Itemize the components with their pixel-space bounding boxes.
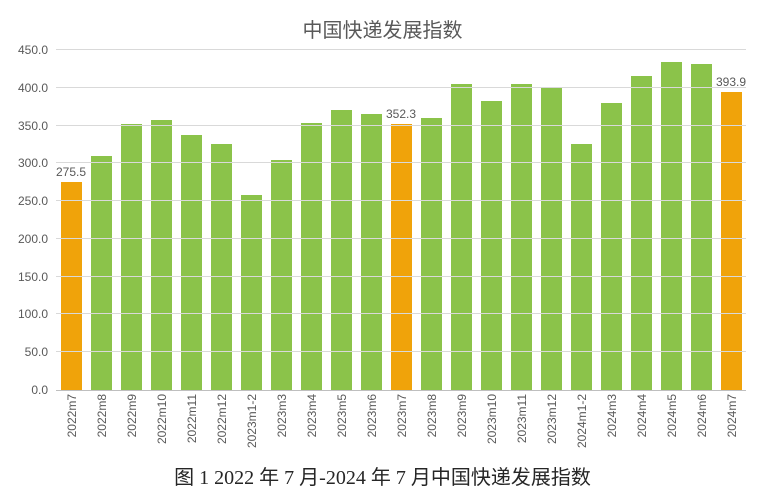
bar-slot: 2023m6: [356, 50, 386, 390]
bar: [691, 64, 712, 390]
gridline: 150.0: [56, 276, 746, 277]
bar-slot: 393.92024m7: [716, 50, 746, 390]
x-axis-label: 2024m3: [605, 390, 619, 437]
x-axis-label: 2022m12: [215, 390, 229, 444]
bar-slot: 2023m8: [416, 50, 446, 390]
bar-slot: 2023m3: [266, 50, 296, 390]
x-axis-label: 2022m11: [185, 390, 199, 443]
bar-slot: 2024m6: [686, 50, 716, 390]
bar-slot: 275.52022m7: [56, 50, 86, 390]
bar-slot: 2024m4: [626, 50, 656, 390]
x-axis-label: 2023m12: [545, 390, 559, 444]
bar: 393.9: [721, 92, 742, 390]
bar-value-label: 352.3: [386, 107, 416, 121]
bar-slot: 2023m10: [476, 50, 506, 390]
y-axis-label: 150.0: [18, 270, 56, 284]
x-axis-label: 2023m5: [335, 390, 349, 437]
bar-slot: 2022m9: [116, 50, 146, 390]
x-axis-label: 2023m8: [425, 390, 439, 437]
y-axis-label: 100.0: [18, 307, 56, 321]
bar-slot: 2022m8: [86, 50, 116, 390]
bar-slot: 2022m12: [206, 50, 236, 390]
bar: 352.3: [391, 124, 412, 390]
chart-title: 中国快递发展指数: [0, 14, 765, 43]
bar-slot: 2024m1-2: [566, 50, 596, 390]
y-axis-label: 450.0: [18, 43, 56, 57]
bar: [241, 195, 262, 390]
y-axis-label: 350.0: [18, 119, 56, 133]
bar: [121, 124, 142, 390]
y-axis-label: 400.0: [18, 81, 56, 95]
x-axis-label: 2024m4: [635, 390, 649, 437]
bar-slot: 2022m11: [176, 50, 206, 390]
bar: 275.5: [61, 182, 82, 390]
x-axis-label: 2023m11: [515, 390, 529, 443]
bar: [331, 110, 352, 390]
x-axis-label: 2022m7: [65, 390, 79, 437]
gridline: 250.0: [56, 200, 746, 201]
chart-container: 中国快递发展指数 275.52022m72022m82022m92022m102…: [0, 0, 765, 504]
gridline: 100.0: [56, 313, 746, 314]
gridline: 400.0: [56, 87, 746, 88]
gridline: 50.0: [56, 351, 746, 352]
bar: [661, 62, 682, 390]
bar: [601, 103, 622, 390]
gridline: 450.0: [56, 49, 746, 50]
bar: [571, 144, 592, 390]
x-axis-label: 2024m1-2: [575, 390, 589, 448]
x-axis-label: 2022m10: [155, 390, 169, 444]
gridline: 200.0: [56, 238, 746, 239]
plot-area: 275.52022m72022m82022m92022m102022m11202…: [56, 50, 746, 391]
bar: [151, 120, 172, 390]
bar-slot: 2023m5: [326, 50, 356, 390]
y-axis-label: 250.0: [18, 194, 56, 208]
x-axis-label: 2022m9: [125, 390, 139, 437]
x-axis-label: 2024m7: [725, 390, 739, 437]
bar: [481, 101, 502, 390]
gridline: 350.0: [56, 125, 746, 126]
bar-value-label: 275.5: [56, 165, 86, 179]
x-axis-label: 2024m5: [665, 390, 679, 437]
y-axis-label: 0.0: [31, 383, 56, 397]
bar: [421, 118, 442, 390]
bar-slot: 2024m5: [656, 50, 686, 390]
bar-slot: 2023m1-2: [236, 50, 266, 390]
bar-slot: 2022m10: [146, 50, 176, 390]
figure-caption: 图 1 2022 年 7 月-2024 年 7 月中国快递发展指数: [0, 461, 765, 490]
gridline: 300.0: [56, 162, 746, 163]
x-axis-label: 2024m6: [695, 390, 709, 437]
y-axis-label: 300.0: [18, 156, 56, 170]
y-axis-label: 200.0: [18, 232, 56, 246]
x-axis-label: 2023m7: [395, 390, 409, 437]
bar: [631, 76, 652, 390]
y-axis-label: 50.0: [25, 345, 56, 359]
x-axis-label: 2023m3: [275, 390, 289, 437]
x-axis-label: 2023m1-2: [245, 390, 259, 448]
x-axis-label: 2023m4: [305, 390, 319, 437]
bar-slot: 2023m12: [536, 50, 566, 390]
bar-slot: 352.32023m7: [386, 50, 416, 390]
bar-slot: 2024m3: [596, 50, 626, 390]
bar: [361, 114, 382, 390]
bar-slot: 2023m9: [446, 50, 476, 390]
bar: [211, 144, 232, 390]
bar-slot: 2023m4: [296, 50, 326, 390]
x-axis-label: 2023m10: [485, 390, 499, 444]
x-axis-label: 2023m9: [455, 390, 469, 437]
x-axis-label: 2023m6: [365, 390, 379, 437]
bar-slot: 2023m11: [506, 50, 536, 390]
x-axis-label: 2022m8: [95, 390, 109, 437]
bar: [91, 156, 112, 390]
bars-group: 275.52022m72022m82022m92022m102022m11202…: [56, 50, 746, 390]
bar: [541, 88, 562, 390]
